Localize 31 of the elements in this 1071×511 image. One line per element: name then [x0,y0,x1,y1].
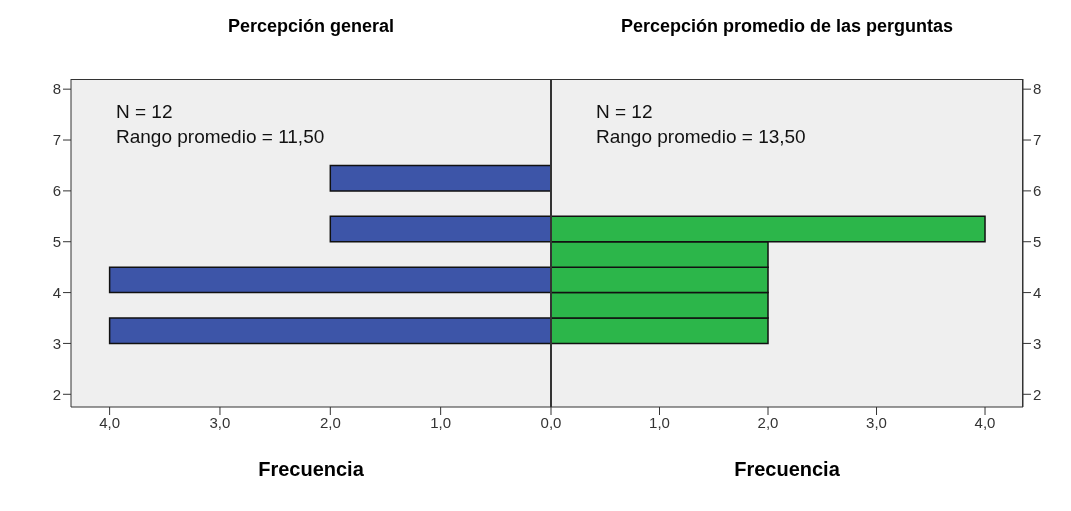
y-tick-label: 2 [52,385,61,403]
y-tick-label: 5 [1033,233,1042,251]
y-tick-label: 3 [1033,334,1042,352]
chart-title: Percepción promedio de las perguntas [619,16,955,37]
x-tick-label: 3,0 [866,413,887,431]
annotation: Rango promedio = 11,50 [116,125,325,149]
x-axis-title: Frecuencia [257,458,365,481]
x-tick-label: 1,0 [649,413,670,431]
x-axis-title: Frecuencia [733,458,841,481]
x-tick-label: 4,0 [99,413,121,431]
x-tick-label: 2,0 [319,413,341,431]
y-tick-label: 8 [52,80,61,98]
y-tick-label: 8 [1033,80,1042,98]
chart-title: Percepción general [226,16,396,37]
x-tick-label: 1,0 [430,413,452,431]
y-tick-label: 4 [52,283,61,301]
y-tick-label: 2 [1033,385,1042,403]
y-tick-label: 7 [52,131,61,149]
x-tick-label: 0,0 [540,413,562,431]
y-tick-label: 5 [52,233,61,251]
y-tick-label: 6 [52,182,61,200]
annotation: N = 12 [116,100,174,124]
y-tick-label: 4 [1033,283,1042,301]
x-tick-label: 3,0 [209,413,231,431]
y-tick-label: 3 [52,334,61,352]
x-tick-label: 2,0 [757,413,779,431]
annotation: Rango promedio = 13,50 [596,125,806,149]
y-tick-label: 6 [1033,182,1042,200]
annotation: N = 12 [596,100,654,124]
y-tick-label: 7 [1033,131,1042,149]
x-tick-label: 4,0 [974,413,996,431]
